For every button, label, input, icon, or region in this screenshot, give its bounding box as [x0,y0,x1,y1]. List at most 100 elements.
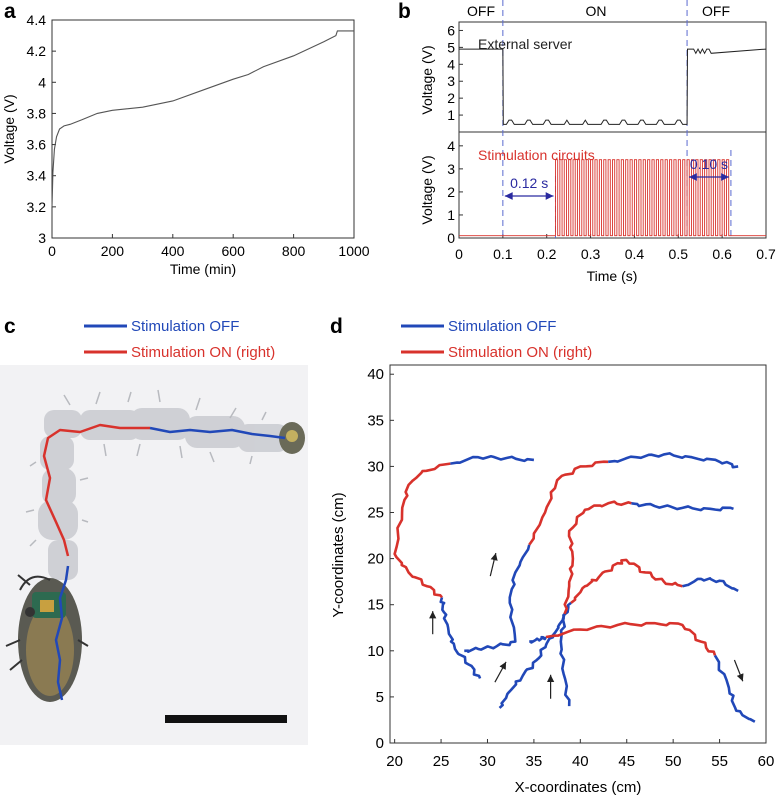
state-label-on: ON [586,3,607,19]
duration-label: 0.10 s [690,156,728,172]
panel-b-top-ytick-label: 3 [447,73,455,89]
panel-a-ytick-label: 4 [38,74,46,90]
panel-a-xtick-label: 400 [161,243,185,259]
panel-b-bottom-ytick-label: 1 [447,207,455,223]
panel-d-plot-frame [389,364,767,744]
panel-d-xlabel: X-coordinates (cm) [515,779,642,796]
panel-b-bottom-frame [458,131,767,239]
panel-b-xtick-label: 0.5 [669,246,689,262]
photo-path-off-post [149,426,286,440]
panel-b-server-line [459,47,767,125]
panel-c: Stimulation OFF Stimulation ON (right) [0,318,308,745]
panel-a-xtick-label: 200 [101,243,125,259]
panel-d-ytick-label: 35 [367,412,384,429]
panel-a-plot-frame [51,19,355,239]
trajectory-trial-3-on [570,558,683,604]
state-label-off-2: OFF [702,3,730,19]
panel-a-xtick-label: 600 [222,243,246,259]
trajectory-trial-1-off-pre [439,596,482,679]
panel-b-top-legend: External server [478,36,572,52]
panel-d-ytick-label: 15 [367,597,384,614]
panel-b-xtick-label: 0 [455,246,463,262]
trajectory-trial-2-off-post [608,452,739,469]
legend-label-on-c: Stimulation ON (right) [131,344,275,361]
trajectory-trial-1-on [393,462,451,599]
panel-b-top-ytick-label: 6 [447,22,455,38]
panel-d-ytick-label: 40 [367,366,384,383]
panel-b-xtick-label: 0.6 [712,246,732,262]
panel-b-bottom-ytick-label: 3 [447,161,455,177]
panel-label-c: c [4,315,16,338]
direction-arrow [494,661,507,683]
panel-b-xtick-label: 0.2 [537,246,557,262]
panel-b-xtick-label: 0.1 [493,246,513,262]
panel-d-ytick-label: 5 [376,689,384,706]
panel-a-ytick-label: 3.4 [27,168,47,184]
trajectory-trial-4-off-pre [559,613,571,707]
scale-bar [165,715,287,723]
panel-d-xtick-label: 30 [479,753,496,770]
state-label-off-1: OFF [467,3,495,19]
panel-b-bottom-ytick-label: 0 [447,230,455,246]
trajectory-trial-2-on [528,460,609,546]
panel-b-stim-pulses [459,159,766,237]
panel-a-voltage-line [51,30,354,207]
panel-label-b: b [398,0,411,23]
cockroach-robot [5,574,89,702]
panel-d-xtick-label: 35 [526,753,543,770]
photo-path-on [42,423,150,557]
panel-a-ylabel: Voltage (V) [1,94,17,163]
duration-label: 0.12 s [510,175,548,191]
panel-a-xtick-label: 0 [48,243,56,259]
panel-a-ytick-label: 3 [38,230,46,246]
panel-d-ytick-label: 10 [367,643,384,660]
panel-a-xtick-label: 1000 [338,243,369,259]
panel-d-ylabel: Y-coordinates (cm) [330,492,347,617]
panel-d-xtick-label: 55 [711,753,728,770]
panel-b-bottom-ytick-label: 2 [447,184,455,200]
panel-d-xtick-label: 45 [618,753,635,770]
panel-d-xtick-label: 25 [433,753,450,770]
trajectory-trial-4-off-post [631,502,734,512]
panel-d-xtick-label: 60 [758,753,775,770]
panel-b-bottom-legend: Stimulation circuits [478,147,595,163]
panel-a-xlabel: Time (min) [170,261,236,277]
panel-d-xtick-label: 40 [572,753,589,770]
panel-b-bottom-ytick-label: 4 [447,138,455,154]
panel-a-ytick-label: 3.2 [27,199,47,215]
panel-b-bottom-ylabel: Voltage (V) [419,155,435,224]
panel-d-ytick-label: 25 [367,505,384,522]
panel-b-top-ytick-label: 2 [447,90,455,106]
panel-a: 0 200 400 600 800 1000 3 3.2 3.4 3.6 3.8 4 4.2 4.4 Ti… [1,12,370,277]
panel-b-top-ytick-label: 5 [447,39,455,55]
panel-a-xtick-label: 800 [282,243,306,259]
robot-head-right [279,422,305,454]
panel-d-ytick-label: 20 [367,551,384,568]
legend-label-off-d: Stimulation OFF [448,318,556,335]
photo-path-off-pre [54,565,70,701]
panel-d-ytick-label: 30 [367,458,384,475]
legend-label-off-c: Stimulation OFF [131,318,239,335]
panel-b-xtick-label: 0.7 [756,246,776,262]
panel-a-ytick-label: 3.8 [27,105,47,121]
panel-a-ytick-label: 3.6 [27,137,47,153]
panel-d: Stimulation OFF Stimulation ON (right) 2… [330,318,774,796]
panel-d-xtick-label: 50 [665,753,682,770]
panel-b-xtick-label: 0.4 [625,246,645,262]
trajectory-trial-2-off-pre [464,544,531,653]
trajectory-trial-5-on [545,621,717,656]
panel-b-top-ylabel: Voltage (V) [419,45,435,114]
panel-label-a: a [4,0,16,23]
panel-label-d: d [330,315,343,338]
panel-a-ytick-label: 4.2 [27,43,47,59]
legend-label-on-d: Stimulation ON (right) [448,344,592,361]
panel-b-xtick-label: 0.3 [581,246,601,262]
direction-arrow [489,552,498,577]
panel-b-top-ytick-label: 4 [447,56,455,72]
trajectory-trial-5-off-post [713,654,756,723]
trajectory-trial-1-off-post [450,454,535,465]
trajectory-trial-3-off-post [682,577,739,593]
panel-d-ytick-label: 0 [376,735,384,752]
